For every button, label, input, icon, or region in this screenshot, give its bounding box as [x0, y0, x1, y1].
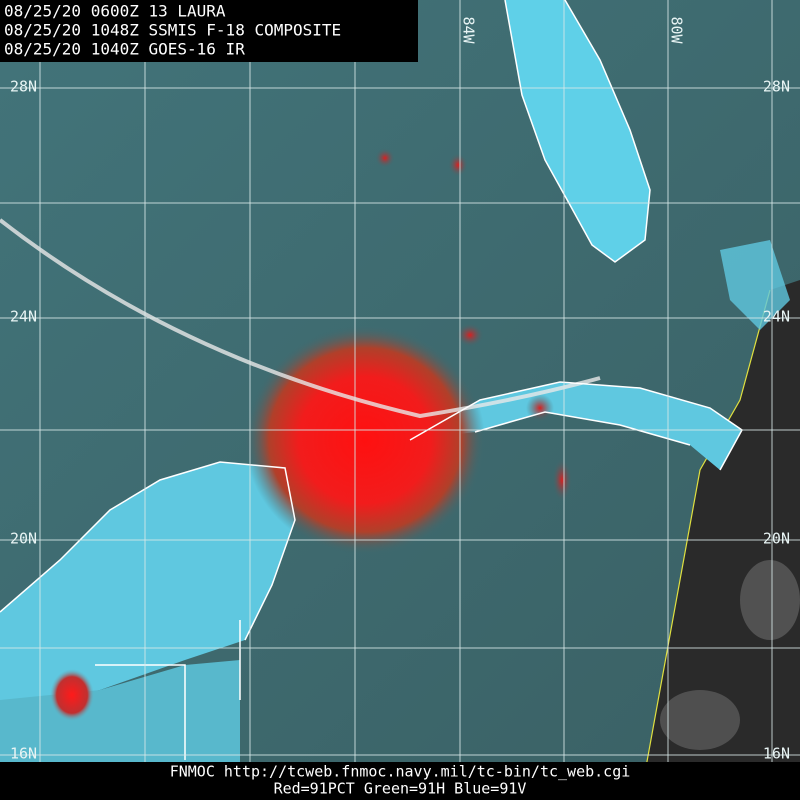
lon-label: 84W	[460, 16, 478, 44]
lat-label: 24N	[763, 308, 790, 326]
grid	[0, 0, 800, 762]
convection	[375, 148, 395, 168]
header-line: 08/25/20 1048Z SSMIS F-18 COMPOSITE	[4, 21, 341, 40]
grid-labels: 28N 28N 24N 24N 20N 20N 16N 16N 84W 80W	[10, 16, 790, 762]
footer-line: Red=91PCT Green=91H Blue=91V	[274, 780, 527, 798]
footer-box	[0, 762, 800, 800]
convection	[456, 323, 484, 347]
lat-label: 28N	[10, 78, 37, 96]
storm-core	[245, 325, 485, 555]
convection	[526, 394, 554, 422]
header-line: 08/25/20 1040Z GOES-16 IR	[4, 40, 245, 59]
lat-label: 28N	[763, 78, 790, 96]
swath-arc	[0, 218, 601, 419]
land-florida	[505, 0, 650, 262]
convection	[50, 669, 94, 721]
lat-label: 20N	[10, 530, 37, 548]
cloud	[740, 560, 800, 640]
lat-label: 24N	[10, 308, 37, 326]
header-box	[0, 0, 418, 62]
lat-label: 16N	[763, 745, 790, 763]
lat-label: 16N	[10, 745, 37, 763]
lat-label: 20N	[763, 530, 790, 548]
header-line: 08/25/20 0600Z 13 LAURA	[4, 2, 226, 21]
footer-line: FNMOC http://tcweb.fnmoc.navy.mil/tc-bin…	[170, 763, 631, 781]
convection	[552, 458, 572, 502]
coastline	[504, 0, 651, 263]
border	[95, 620, 241, 760]
cloud	[660, 690, 740, 750]
lon-label: 80W	[668, 16, 686, 44]
convection	[448, 153, 468, 177]
coastline	[0, 461, 296, 641]
